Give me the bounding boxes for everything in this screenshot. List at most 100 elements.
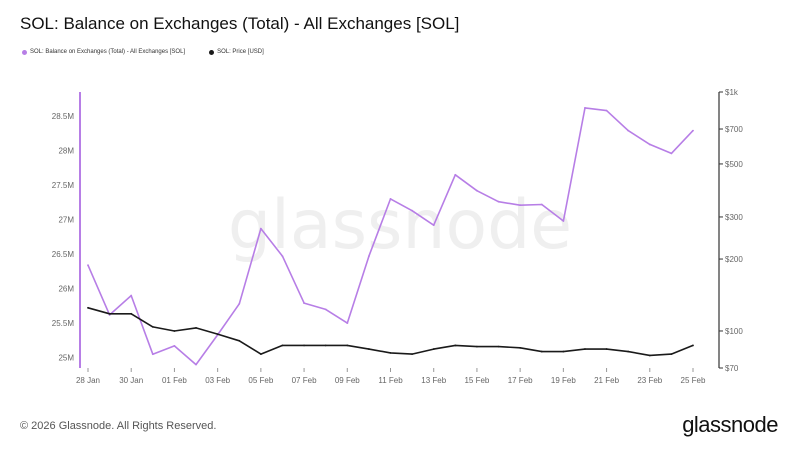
x-tick-label: 05 Feb [248, 376, 273, 385]
data-point-price [324, 344, 327, 347]
data-point-price [216, 333, 219, 336]
watermark: glassnode [228, 186, 572, 265]
legend-label-price: SOL: Price [USD] [217, 49, 264, 55]
left-tick-label: 28M [58, 147, 74, 156]
legend-label-balance: SOL: Balance on Exchanges (Total) - All … [30, 49, 186, 55]
series-layer [87, 106, 694, 366]
data-point-balance [238, 302, 241, 305]
data-point-balance [432, 224, 435, 227]
data-point-balance [324, 308, 327, 311]
left-tick-label: 26.5M [52, 250, 75, 259]
data-point-price [108, 312, 111, 315]
data-point-price [173, 330, 176, 332]
data-point-price [627, 350, 630, 353]
data-point-balance [87, 264, 89, 267]
tick-labels: 25M 25.5M 26M 26.5M 27M 27.5M 28M 28.5M $70 $100 $… [52, 88, 744, 385]
data-point-price [454, 344, 457, 347]
left-tick-label: 25.5M [52, 319, 75, 328]
data-point-balance [130, 294, 133, 297]
x-tick-label: 01 Feb [162, 376, 187, 385]
series-line-price [87, 307, 694, 357]
data-point-balance [281, 255, 284, 258]
legend-swatch-balance [22, 49, 27, 55]
data-point-balance [584, 106, 586, 109]
x-tick-label: 07 Feb [292, 376, 317, 385]
x-tick-label: 19 Feb [551, 376, 576, 385]
data-point-price [130, 312, 133, 315]
x-tick-label: 13 Feb [421, 376, 446, 385]
chart-title: SOL: Balance on Exchanges (Total) - All … [20, 14, 460, 33]
data-point-price [195, 327, 197, 329]
left-tick-label: 28.5M [52, 112, 75, 121]
data-point-price [367, 348, 370, 350]
x-tick-label: 03 Feb [205, 376, 230, 385]
data-point-price [389, 351, 392, 354]
right-tick-label: $100 [725, 327, 743, 336]
data-point-balance [627, 129, 630, 132]
legend-item-price[interactable]: SOL: Price [USD] [209, 49, 264, 55]
data-point-balance [195, 363, 197, 366]
legend-item-balance[interactable]: SOL: Balance on Exchanges (Total) - All … [22, 49, 185, 55]
legend: SOL: Balance on Exchanges (Total) - All … [22, 49, 264, 55]
data-point-balance [173, 345, 176, 347]
data-point-price [476, 345, 478, 348]
data-point-balance [605, 109, 608, 112]
x-tick-label: 15 Feb [464, 376, 489, 385]
left-tick-label: 26M [58, 285, 74, 294]
data-point-balance [670, 152, 673, 155]
data-point-price [562, 350, 565, 353]
right-tick-label: $700 [725, 125, 743, 134]
data-point-balance [476, 189, 478, 192]
data-point-price [432, 348, 435, 350]
brand-logo-text: glassnode [682, 412, 778, 437]
left-tick-label: 27.5M [52, 181, 75, 190]
x-tick-label: 11 Feb [378, 376, 403, 385]
x-tick-label: 30 Jan [119, 376, 143, 385]
x-tick-label: 21 Feb [594, 376, 619, 385]
data-point-balance [151, 353, 154, 356]
data-point-balance [648, 143, 651, 146]
data-point-balance [346, 322, 349, 325]
data-point-balance [454, 173, 457, 176]
x-tick-label: 23 Feb [637, 376, 662, 385]
x-tick-label: 09 Feb [335, 376, 360, 385]
left-tick-label: 25M [58, 354, 74, 363]
data-point-balance [540, 203, 543, 206]
data-point-price [540, 350, 543, 353]
x-tick-label: 28 Jan [76, 376, 100, 385]
right-tick-label: $200 [725, 255, 743, 264]
data-point-price [259, 353, 262, 356]
x-tick-label: 25 Feb [681, 376, 706, 385]
data-point-balance [562, 220, 565, 222]
data-point-price [605, 348, 608, 350]
legend-swatch-price [209, 49, 215, 55]
data-point-price [692, 344, 694, 347]
data-point-balance [411, 209, 414, 212]
right-tick-label: $500 [725, 160, 743, 169]
left-tick-label: 27M [58, 216, 74, 225]
data-point-price [519, 346, 522, 349]
data-point-price [411, 353, 414, 356]
data-point-balance [519, 204, 522, 207]
data-point-balance [497, 200, 500, 203]
data-point-balance [692, 129, 694, 132]
data-point-balance [303, 302, 305, 305]
data-point-price [497, 345, 500, 348]
right-tick-label: $70 [725, 364, 739, 373]
data-point-price [670, 353, 673, 356]
data-point-balance [389, 198, 392, 200]
x-tick-label: 17 Feb [508, 376, 533, 385]
data-point-price [584, 348, 586, 350]
axes [79, 91, 723, 372]
data-point-price [281, 344, 284, 347]
data-point-price [87, 306, 89, 309]
data-point-price [303, 344, 305, 347]
data-point-balance [259, 227, 262, 230]
right-tick-label: $1k [725, 88, 739, 97]
right-tick-label: $300 [725, 213, 743, 222]
data-point-price [238, 339, 241, 342]
data-point-price [346, 344, 349, 347]
data-point-price [151, 326, 154, 328]
copyright-text: © 2026 Glassnode. All Rights Reserved. [20, 420, 217, 432]
